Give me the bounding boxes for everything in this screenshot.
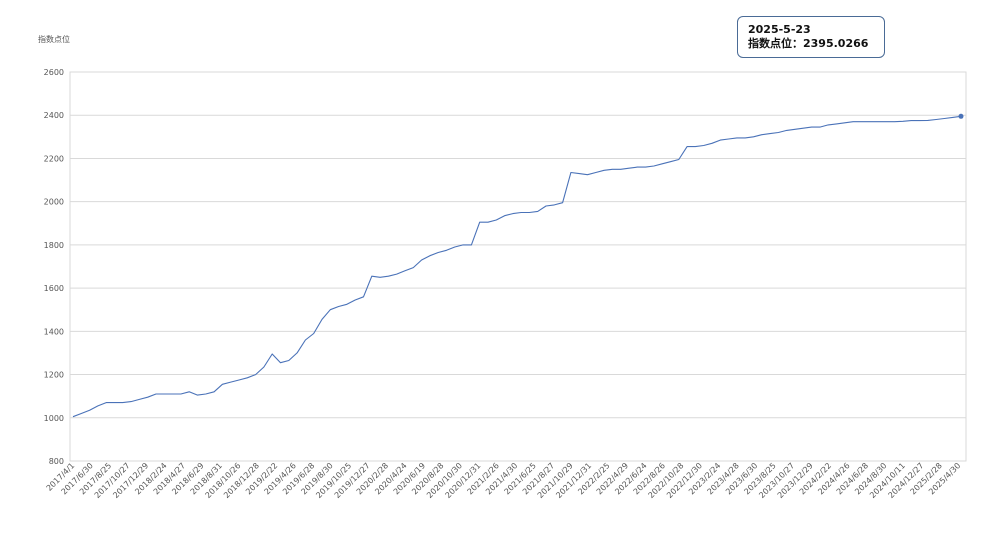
series-line <box>72 115 962 418</box>
y-tick-label: 1200 <box>44 371 64 380</box>
tooltip-value-row: 指数点位：2395.0266 <box>748 37 874 51</box>
y-tick-label: 1600 <box>44 284 64 293</box>
last-data-point <box>958 113 964 119</box>
tooltip-date: 2025-5-23 <box>748 23 811 36</box>
tooltip-value: 2395.0266 <box>803 37 869 50</box>
y-tick-label: 1000 <box>44 414 64 423</box>
y-tick-label: 800 <box>49 457 64 466</box>
data-tooltip: 2025-5-23 指数点位：2395.0266 <box>737 16 885 58</box>
y-tick-label: 2200 <box>44 154 64 163</box>
plot-area <box>69 71 967 462</box>
tooltip-label: 指数点位： <box>748 37 803 50</box>
y-axis-label: 指数点位 <box>38 35 70 44</box>
y-tick-label: 2000 <box>44 198 64 207</box>
y-tick-label: 2600 <box>44 68 64 77</box>
y-tick-label: 1800 <box>44 241 64 250</box>
y-tick-label: 2400 <box>44 111 64 120</box>
y-tick-label: 1400 <box>44 327 64 336</box>
